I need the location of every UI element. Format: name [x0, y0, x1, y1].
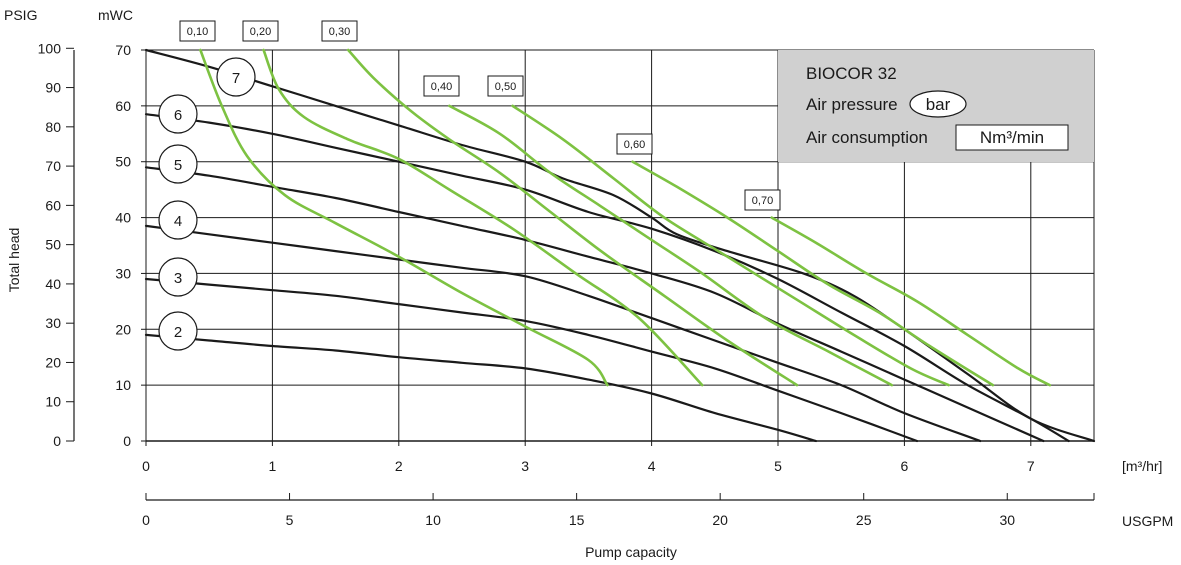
y-tick-label-mwc: 30 [115, 265, 131, 281]
pressure-label-text: 0,60 [624, 139, 645, 151]
y-tick-label-psig: 30 [45, 315, 61, 331]
y-tick-label-mwc: 20 [115, 321, 131, 337]
pressure-label-box [423, 75, 460, 97]
pressure-label-text: 0,50 [495, 81, 516, 93]
y-unit-mwc: mWC [98, 7, 133, 23]
legend-title: BIOCOR 32 [806, 64, 897, 83]
y-tick-label-psig: 0 [53, 433, 61, 449]
pressure-label-box [744, 189, 781, 211]
legend-air-pressure-unit: bar [926, 95, 951, 114]
pressure-label-text: 0,10 [187, 26, 208, 38]
x-unit-primary: [m³/hr] [1122, 458, 1162, 474]
speed-label-text: 7 [232, 70, 240, 87]
y-tick-label-psig: 70 [45, 158, 61, 174]
air-pressure-curve-0-10 [199, 48, 609, 387]
pressure-label-box [487, 75, 524, 97]
speed-label-circle [158, 144, 198, 184]
x-unit-secondary: USGPM [1122, 513, 1173, 529]
air-pressure-curve-0-50 [511, 104, 950, 387]
x-tick-label: 6 [901, 458, 909, 474]
legend-air-consumption-label: Air consumption [806, 128, 928, 147]
y-tick-label-psig: 100 [38, 40, 62, 56]
y-tick-label-psig: 20 [45, 354, 61, 370]
y-tick-label-psig: 60 [45, 197, 61, 213]
x-tick-label: 3 [521, 458, 529, 474]
pressure-label-text: 0,70 [752, 195, 773, 207]
pressure-label-box [179, 20, 216, 42]
curve-labels: 7 6 5 4 3 2 0,10 0,20 0,30 0,40 0,50 0,60 0,70 [158, 20, 781, 351]
y-tick-label-psig: 80 [45, 119, 61, 135]
speed-label-circle [158, 257, 198, 297]
legend-air-pressure-label: Air pressure [806, 95, 898, 114]
air-pressure-curve-0-20 [262, 48, 704, 387]
pressure-label-box [616, 133, 653, 155]
pressure-label-text: 0,30 [329, 26, 350, 38]
pressure-label-box [242, 20, 279, 42]
pressure-label-text: 0,40 [431, 81, 452, 93]
speed-label-circle [216, 57, 256, 97]
legend-air-consumption-box [955, 124, 1069, 151]
x-axis-label: Pump capacity [585, 544, 677, 560]
speed-curve-3 [144, 277, 919, 443]
y-tick-label-mwc: 60 [115, 98, 131, 114]
speed-label-circle [158, 94, 198, 134]
x-tick-label-usgpm: 25 [856, 512, 872, 528]
speed-curve-4 [144, 224, 982, 443]
axes: 0 1 2 3 4 5 6 701020304050607001020304050607080… [38, 40, 1095, 528]
x-tick-label-usgpm: 10 [425, 512, 441, 528]
y-tick-label-mwc: 50 [115, 154, 131, 170]
y-tick-label-psig: 90 [45, 80, 61, 96]
legend-air-pressure-oval [909, 90, 967, 118]
speed-curve-5 [144, 166, 1045, 443]
series-group [144, 48, 1096, 443]
y-tick-label-psig: 40 [45, 276, 61, 292]
y-tick-label-mwc: 40 [115, 210, 131, 226]
x-tick-label: 0 [142, 458, 150, 474]
x-tick-label: 7 [1027, 458, 1035, 474]
x-tick-label: 2 [395, 458, 403, 474]
legend-box: BIOCOR 32 Air pressure bar Air consumpti… [778, 50, 1094, 162]
y-tick-label-psig: 10 [45, 394, 61, 410]
speed-curve-2 [144, 333, 817, 443]
pressure-label-text: 0,20 [250, 26, 271, 38]
x-tick-label: 5 [774, 458, 782, 474]
x-tick-label-usgpm: 15 [569, 512, 585, 528]
speed-label-text: 5 [174, 157, 182, 174]
x-tick-label-usgpm: 0 [142, 512, 150, 528]
y-tick-label-mwc: 70 [115, 42, 131, 58]
y-tick-label-mwc: 0 [123, 433, 131, 449]
speed-label-circle [158, 311, 198, 351]
legend-air-consumption-unit: Nm³/min [980, 128, 1044, 147]
air-pressure-curve-0-60 [631, 160, 995, 387]
speed-label-text: 6 [174, 107, 182, 124]
x-tick-label-usgpm: 30 [999, 512, 1015, 528]
x-tick-label: 1 [269, 458, 277, 474]
x-tick-label: 4 [648, 458, 656, 474]
speed-label-circle [158, 200, 198, 240]
air-pressure-curve-0-70 [770, 216, 1052, 387]
y-unit-psig: PSIG [4, 7, 37, 23]
speed-label-text: 2 [174, 324, 182, 341]
y-tick-label-mwc: 10 [115, 377, 131, 393]
y-tick-label-psig: 50 [45, 237, 61, 253]
speed-label-text: 3 [174, 270, 182, 287]
y-axis-label: Total head [6, 228, 22, 293]
pressure-label-box [321, 20, 358, 42]
air-pressure-curve-0-30 [346, 48, 799, 387]
air-pressure-curve-0-40 [448, 104, 894, 387]
x-tick-label-usgpm: 20 [712, 512, 728, 528]
x-tick-label-usgpm: 5 [286, 512, 294, 528]
speed-label-text: 4 [174, 213, 182, 230]
